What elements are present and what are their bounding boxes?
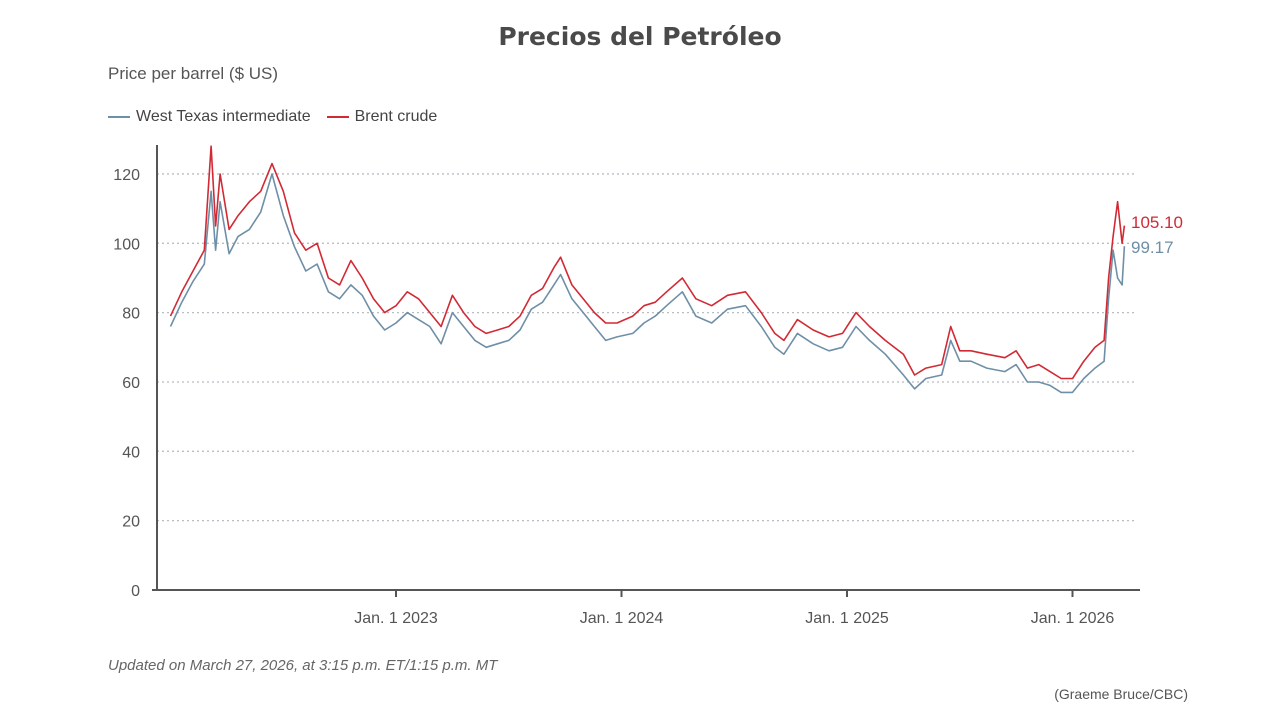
x-tick-label: Jan. 1 2024 (580, 610, 664, 627)
series-line-brent (169, 145, 1126, 380)
y-axis-label: Price per barrel ($ US) (108, 64, 279, 83)
legend: West Texas intermediate Brent crude (108, 108, 437, 126)
end-value-label-brent: 105.10 (1131, 213, 1183, 232)
x-tick-label: Jan. 1 2025 (805, 610, 889, 627)
y-tick-label: 100 (113, 236, 140, 253)
legend-swatch-brent (326, 116, 349, 118)
y-tick-label: 40 (122, 444, 140, 461)
y-tick-label: 120 (113, 167, 140, 184)
y-tick-label: 60 (122, 375, 140, 392)
legend-swatch-wti (108, 116, 130, 118)
y-tick-label: 0 (131, 583, 140, 600)
y-tick-label: 80 (122, 306, 140, 323)
legend-item-wti: West Texas intermediate (108, 108, 311, 126)
legend-label-wti: West Texas intermediate (136, 108, 311, 125)
legend-item-brent: Brent crude (326, 108, 438, 126)
y-tick-label: 20 (122, 514, 140, 531)
series-line-wti (169, 173, 1126, 394)
end-value-label-wti: 99.17 (1131, 238, 1174, 257)
updated-footnote: Updated on March 27, 2026, at 3:15 p.m. … (108, 657, 498, 674)
chart-title: Precios del Petróleo (498, 22, 782, 51)
legend-label-brent: Brent crude (354, 108, 438, 125)
x-tick-label: Jan. 1 2026 (1031, 610, 1115, 627)
x-tick-label: Jan. 1 2023 (354, 610, 438, 627)
credit: (Graeme Bruce/CBC) (1054, 686, 1188, 702)
